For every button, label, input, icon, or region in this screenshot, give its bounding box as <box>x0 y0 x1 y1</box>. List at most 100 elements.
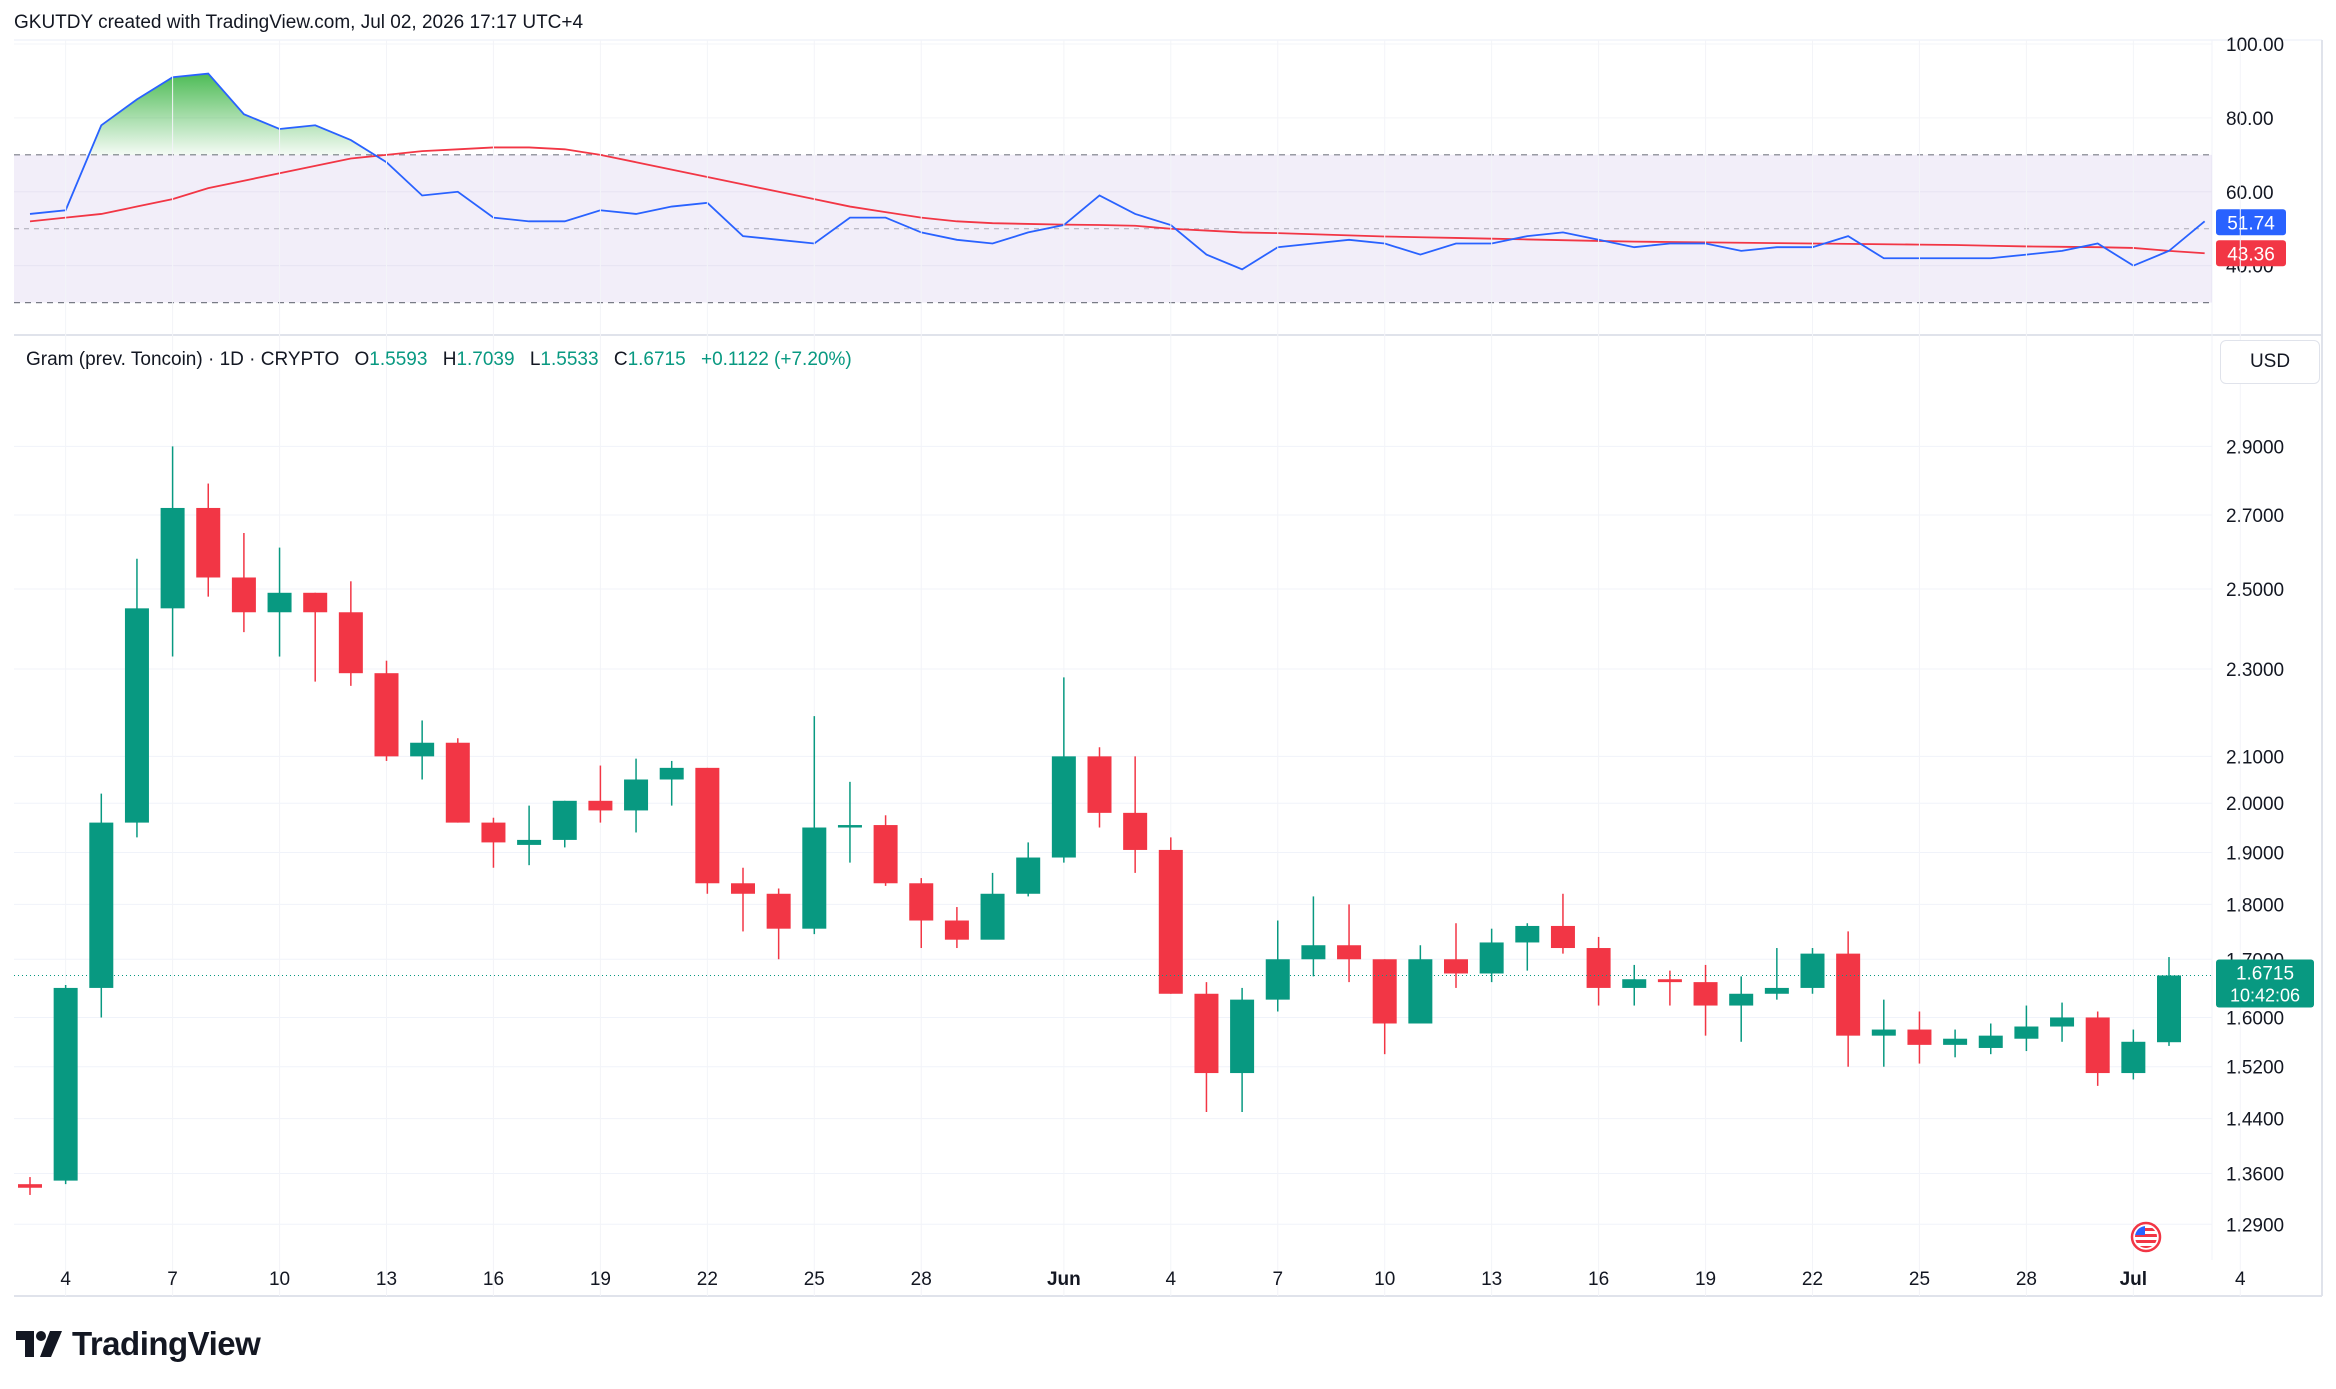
candle-body <box>802 827 827 929</box>
candle-body <box>303 592 328 613</box>
time-tick-label: 16 <box>1588 1269 1609 1290</box>
rsi-tick-label: 60.00 <box>2226 183 2274 204</box>
candle-body <box>1943 1038 1968 1045</box>
candle-body <box>1158 849 1183 994</box>
change-value: +0.1122 (+7.20%) <box>701 349 852 370</box>
price-tick-label: 1.3600 <box>2226 1165 2284 1186</box>
candle-body <box>766 893 791 929</box>
price-tick-label: 2.3000 <box>2226 660 2284 681</box>
candle-body <box>1337 945 1362 960</box>
candle-body <box>1800 953 1825 988</box>
time-tick-label: 16 <box>483 1269 504 1290</box>
time-tick-label: 28 <box>911 1269 932 1290</box>
candle-body <box>1301 945 1326 960</box>
time-tick-label: 7 <box>167 1269 178 1290</box>
price-tick-label: 1.4400 <box>2226 1110 2284 1131</box>
rsi-value-badge: 51.74 <box>2227 213 2275 234</box>
candle-body <box>1087 756 1112 813</box>
candle-body <box>873 825 898 884</box>
rsi-tick-label: 80.00 <box>2226 109 2274 130</box>
rsi-ma-value-badge: 43.36 <box>2227 244 2275 265</box>
candle-body <box>659 767 684 780</box>
candle-body <box>1622 979 1647 988</box>
candle-body <box>1764 987 1789 994</box>
candle-body <box>196 507 221 578</box>
currency-button[interactable]: USD <box>2220 340 2320 384</box>
rsi-value-badge-bg <box>2216 209 2286 236</box>
candle-body <box>1444 959 1468 974</box>
candle-body <box>1836 953 1861 1036</box>
open-value: 1.5593 <box>369 349 427 370</box>
time-tick-label: Jun <box>1047 1269 1081 1290</box>
tradingview-logo-icon <box>16 1331 62 1357</box>
price-tick-label: 1.9000 <box>2226 843 2284 864</box>
candle-body <box>1408 959 1433 1024</box>
candle-body <box>338 612 363 674</box>
rsi-overbought-fill <box>88 73 375 155</box>
candle-body <box>1657 979 1682 983</box>
candle-body <box>2121 1041 2146 1074</box>
candle-body <box>410 742 435 757</box>
time-tick-label: 4 <box>1166 1269 1177 1290</box>
candle-body <box>2157 975 2181 1043</box>
price-tick-label: 2.0000 <box>2226 794 2284 815</box>
price-tick-label: 2.9000 <box>2226 437 2284 458</box>
time-tick-label: 25 <box>1909 1269 1930 1290</box>
candle-body <box>1230 999 1255 1074</box>
ohlc-legend: Gram (prev. Toncoin) · 1D · CRYPTO O1.55… <box>26 349 852 370</box>
candle-body <box>1729 993 1754 1006</box>
candle-body <box>980 893 1005 940</box>
candle-body <box>18 1184 42 1188</box>
candle-body <box>1123 812 1148 850</box>
tradingview-logo[interactable]: TradingView <box>16 1325 261 1363</box>
time-axis[interactable]: 4 7 10 13 16 19 22 25 28 Jun 4 7 10 13 16 19 22 25 28 Jul 4 <box>60 1269 2246 1290</box>
price-tick-label: 1.8000 <box>2226 895 2284 916</box>
rsi-tick-label: 100.00 <box>2226 35 2284 56</box>
candle-body <box>1978 1035 2003 1048</box>
candle-body <box>231 577 256 613</box>
candle-body <box>517 839 542 845</box>
price-tick-label: 2.5000 <box>2226 580 2284 601</box>
time-tick-label: 10 <box>1374 1269 1395 1290</box>
candle-body <box>1515 925 1540 943</box>
candle-body <box>1550 925 1575 949</box>
candle-body <box>53 987 78 1181</box>
candle-body <box>1871 1029 1896 1036</box>
candle-body <box>445 742 470 823</box>
candle-body <box>1586 948 1611 988</box>
time-tick-label: 22 <box>697 1269 718 1290</box>
price-tick-label: 1.5200 <box>2226 1058 2284 1079</box>
time-tick-label: Jul <box>2120 1269 2147 1290</box>
candle-body <box>1016 857 1041 894</box>
candle-body <box>944 920 969 940</box>
time-tick-label: 7 <box>1272 1269 1283 1290</box>
time-tick-label: 10 <box>269 1269 290 1290</box>
candle-body <box>2050 1017 2075 1027</box>
time-tick-label: 28 <box>2016 1269 2037 1290</box>
candle-body <box>89 822 114 988</box>
chart-header: GKUTDY created with TradingView.com, Jul… <box>14 12 584 33</box>
price-pane: 2.9000 2.7000 2.5000 2.3000 2.1000 2.0000 1.90… <box>14 40 2284 1296</box>
candle-body <box>837 825 862 828</box>
candle-body <box>695 767 720 884</box>
candle-body <box>1372 959 1397 1024</box>
us-flag-icon[interactable] <box>2130 1221 2162 1253</box>
price-tick-label: 2.7000 <box>2226 506 2284 527</box>
rsi-ma-value-badge-bg <box>2216 240 2286 267</box>
price-tick-label: 1.6000 <box>2226 1008 2284 1029</box>
rsi-ma-line <box>29 146 2205 255</box>
high-value: 1.7039 <box>456 349 514 370</box>
brand-wordmark: TradingView <box>72 1325 261 1362</box>
candle-body <box>1051 756 1076 858</box>
time-tick-label: 25 <box>804 1269 825 1290</box>
low-value: 1.5533 <box>540 349 598 370</box>
candle-body <box>1265 959 1290 1000</box>
candle-body <box>552 800 577 840</box>
candle-body <box>2014 1026 2039 1039</box>
candle-body <box>909 883 934 921</box>
candle-body <box>124 608 149 823</box>
time-tick-label: 13 <box>376 1269 397 1290</box>
candle-body <box>731 883 755 894</box>
